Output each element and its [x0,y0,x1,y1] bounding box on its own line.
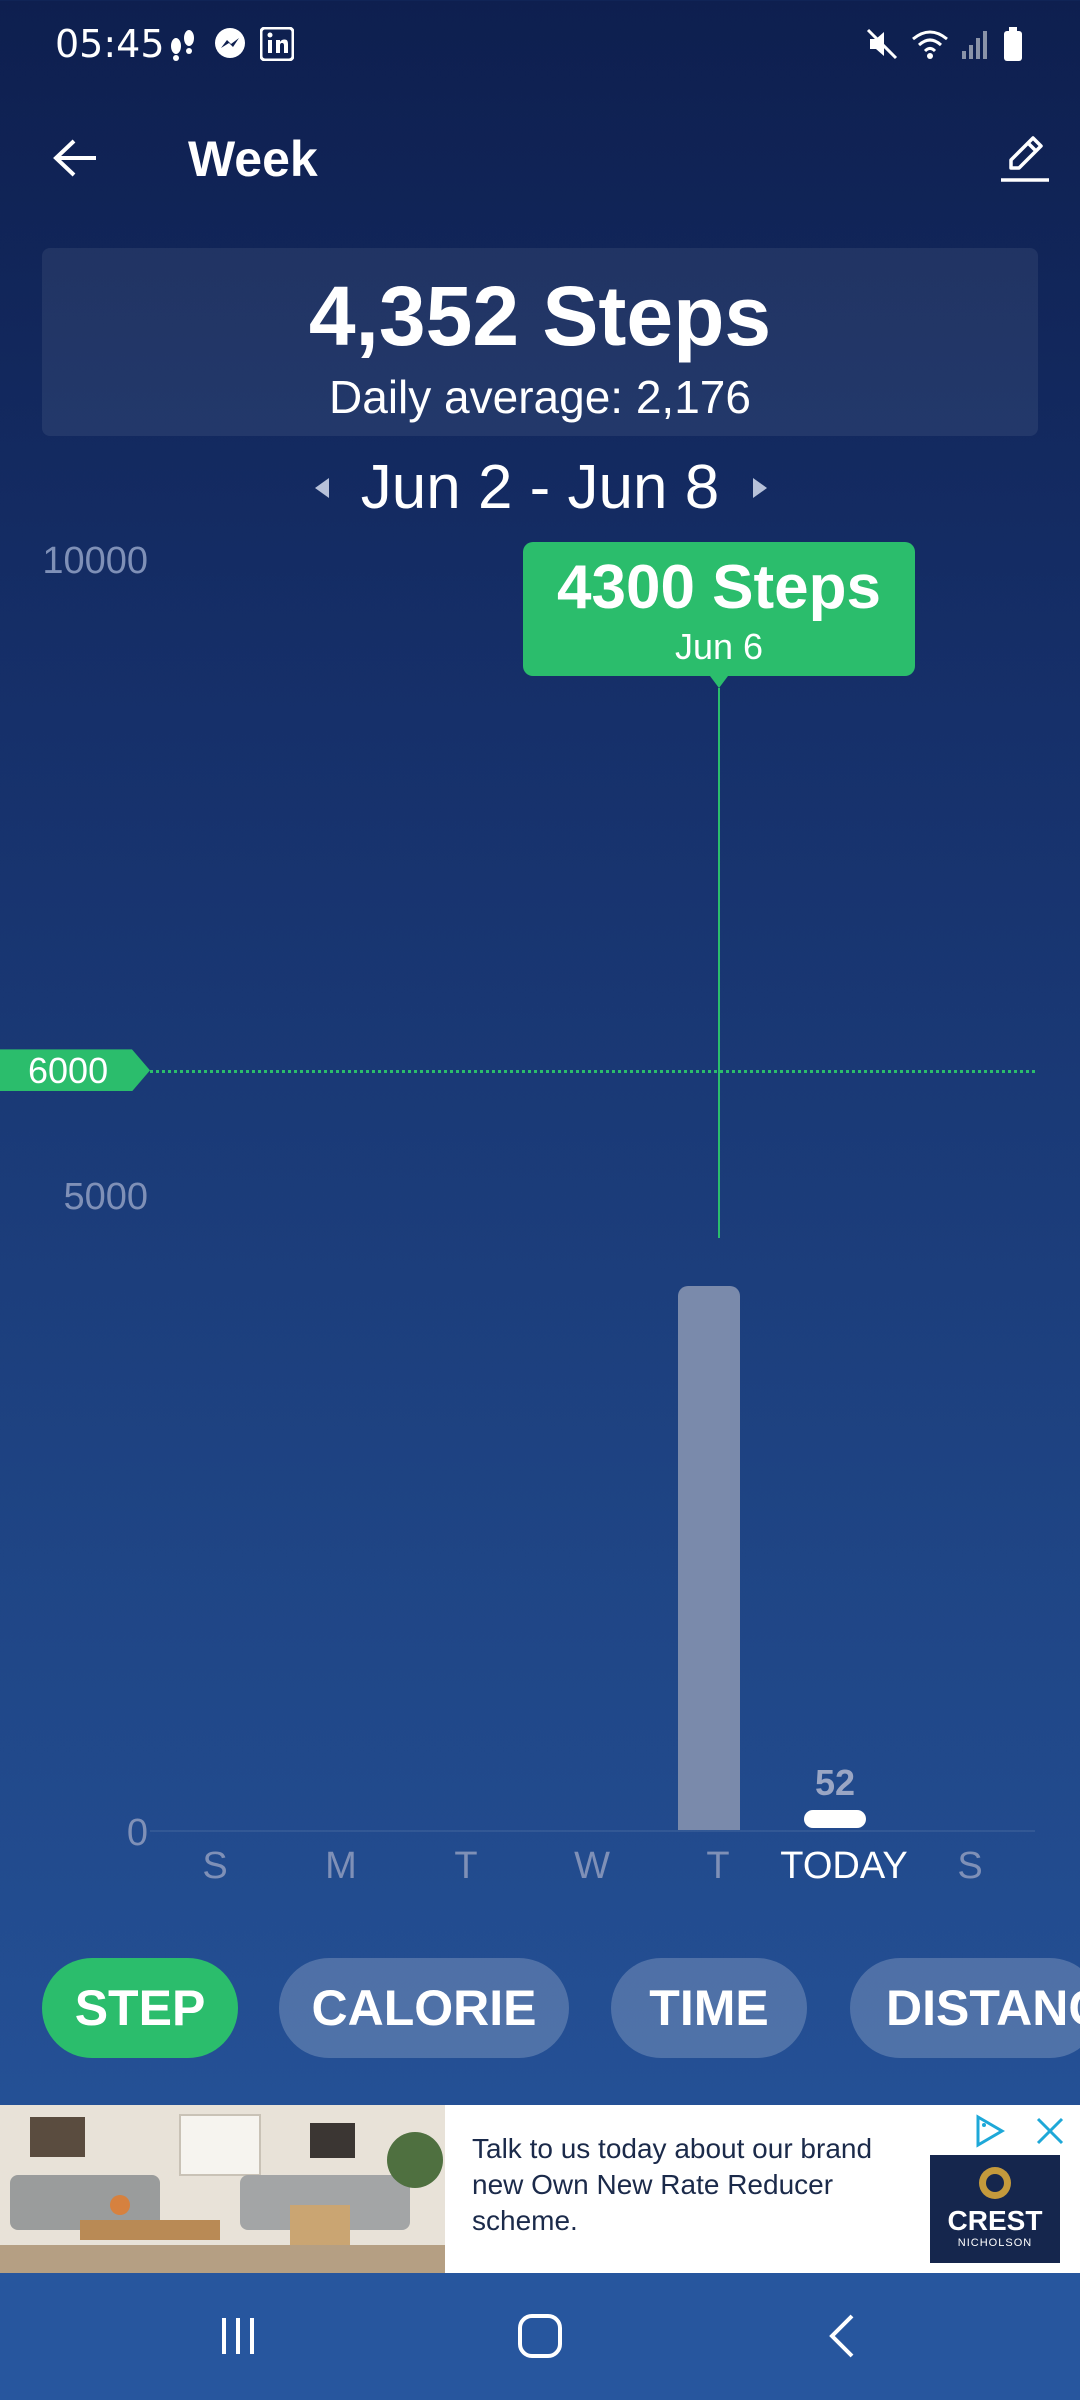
linkedin-icon [258,24,296,64]
x-tick-label[interactable]: T [706,1845,730,1887]
chart-bar[interactable] [804,1810,866,1828]
ad-choices-icon[interactable] [970,2111,1014,2151]
x-tick-label[interactable]: W [574,1845,610,1887]
y-tick-label: 0 [126,1812,148,1854]
ad-banner[interactable]: Talk to us today about our brand new Own… [0,2105,1080,2273]
ad-logo-sub: NICHOLSON [957,2237,1033,2249]
total-steps: 4,352 Steps [308,269,772,363]
ad-text[interactable]: Talk to us today about our brand new Own… [472,2133,873,2236]
mute-icon [862,24,902,64]
home-button[interactable] [500,2303,580,2373]
x-tick-label[interactable]: M [325,1845,357,1887]
recent-apps-button[interactable] [198,2303,278,2373]
status-time: 05:45 [55,22,165,66]
wifi-icon [910,24,950,64]
ad-image[interactable] [0,2105,445,2273]
y-tick-label: 10000 [42,540,148,582]
system-nav-bar [0,2273,1080,2400]
tooltip-pointer [710,676,728,688]
selected-day-tooltip: 4300 Steps Jun 6 [523,542,915,676]
tab-time[interactable]: TIME [611,1958,807,2058]
caret-left-icon [313,476,331,504]
footsteps-icon [165,24,201,64]
caret-right-icon [751,476,769,504]
edit-button[interactable] [990,125,1060,195]
previous-week-button[interactable] [304,470,340,510]
ad-close-icon[interactable] [1030,2111,1074,2151]
next-week-button[interactable] [742,470,778,510]
back-nav-button[interactable] [802,2303,882,2373]
x-tick-label-today[interactable]: TODAY [780,1845,908,1887]
daily-average: Daily average: 2,176 [329,371,751,423]
tab-calorie[interactable]: CALORIE [279,1958,569,2058]
home-icon [515,2311,565,2365]
ad-logo-name: CREST [947,2205,1043,2236]
x-tick-label[interactable]: S [202,1845,228,1887]
goal-line [150,1070,1035,1074]
tab-step[interactable]: STEP [42,1958,238,2058]
x-tick-label[interactable]: S [957,1845,983,1887]
selection-cursor-line [718,688,720,1238]
chart-baseline [150,1830,1035,1832]
ad-logo[interactable]: CREST NICHOLSON [930,2155,1060,2263]
pencil-icon [997,130,1053,190]
status-bar: 05:45 [0,0,1080,90]
goal-badge: 6000 [0,1049,150,1092]
back-button[interactable] [40,125,110,195]
x-tick-label[interactable]: T [454,1845,478,1887]
messenger-icon [210,24,250,64]
summary-card: 4,352 Steps Daily average: 2,176 [42,248,1038,436]
battery-icon [1000,24,1026,64]
chart-bar[interactable] [678,1285,740,1830]
signal-icon [958,24,992,64]
back-chevron-icon [824,2312,860,2364]
date-range: Jun 2 - Jun 8 [360,453,720,522]
bar-value-label: 52 [814,1762,856,1803]
tab-distance[interactable]: DISTANC [850,1958,1080,2058]
back-arrow-icon [52,138,98,182]
tooltip-steps: 4300 Steps [557,553,881,622]
y-tick-label: 5000 [63,1176,148,1218]
page-title: Week [188,131,318,187]
tooltip-date: Jun 6 [674,626,764,667]
recent-apps-icon [216,2314,260,2362]
